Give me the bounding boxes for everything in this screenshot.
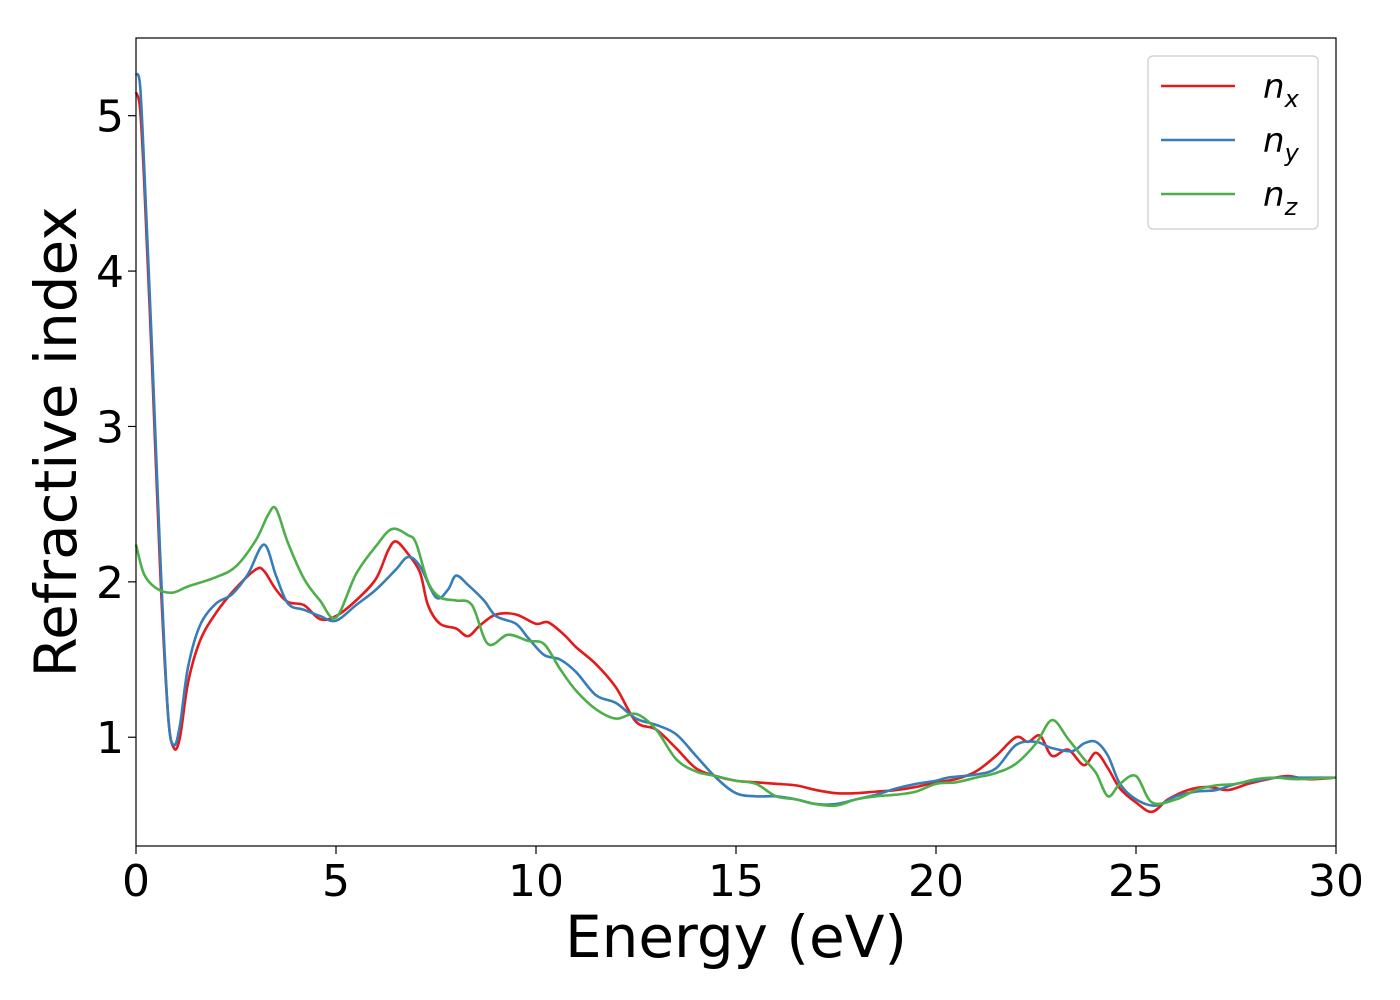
y-tick-label: 1 bbox=[96, 713, 124, 764]
x-tick-label: 30 bbox=[1308, 856, 1364, 907]
legend-box bbox=[1147, 55, 1319, 230]
y-axis-title: Refractive index bbox=[22, 206, 90, 677]
series-layer bbox=[134, 72, 1337, 814]
y-tick-label: 3 bbox=[96, 402, 124, 453]
series-line-x bbox=[134, 91, 1337, 814]
series-line-z bbox=[134, 505, 1337, 808]
x-axis-ticks: 0 5 10 15 20 25 30 bbox=[122, 846, 1364, 907]
legend-label-x: nx bbox=[1263, 67, 1300, 113]
series-line-y bbox=[134, 72, 1336, 807]
x-tick-label: 10 bbox=[508, 856, 564, 907]
legend-label-z: nz bbox=[1263, 175, 1299, 221]
x-axis-title: Energy (eV) bbox=[565, 903, 907, 971]
x-tick-label: 25 bbox=[1108, 856, 1164, 907]
x-tick-label: 15 bbox=[708, 856, 764, 907]
legend: nx ny nz bbox=[1147, 55, 1319, 230]
y-axis-ticks: 1 2 3 4 5 bbox=[96, 92, 136, 764]
x-tick-label: 20 bbox=[908, 856, 964, 907]
y-tick-label: 4 bbox=[96, 247, 124, 298]
legend-label-y: ny bbox=[1263, 121, 1300, 167]
x-tick-label: 0 bbox=[122, 856, 150, 907]
plot-background bbox=[136, 38, 1336, 846]
x-tick-label: 5 bbox=[322, 856, 350, 907]
y-tick-label: 5 bbox=[96, 92, 124, 143]
y-tick-label: 2 bbox=[96, 558, 124, 609]
